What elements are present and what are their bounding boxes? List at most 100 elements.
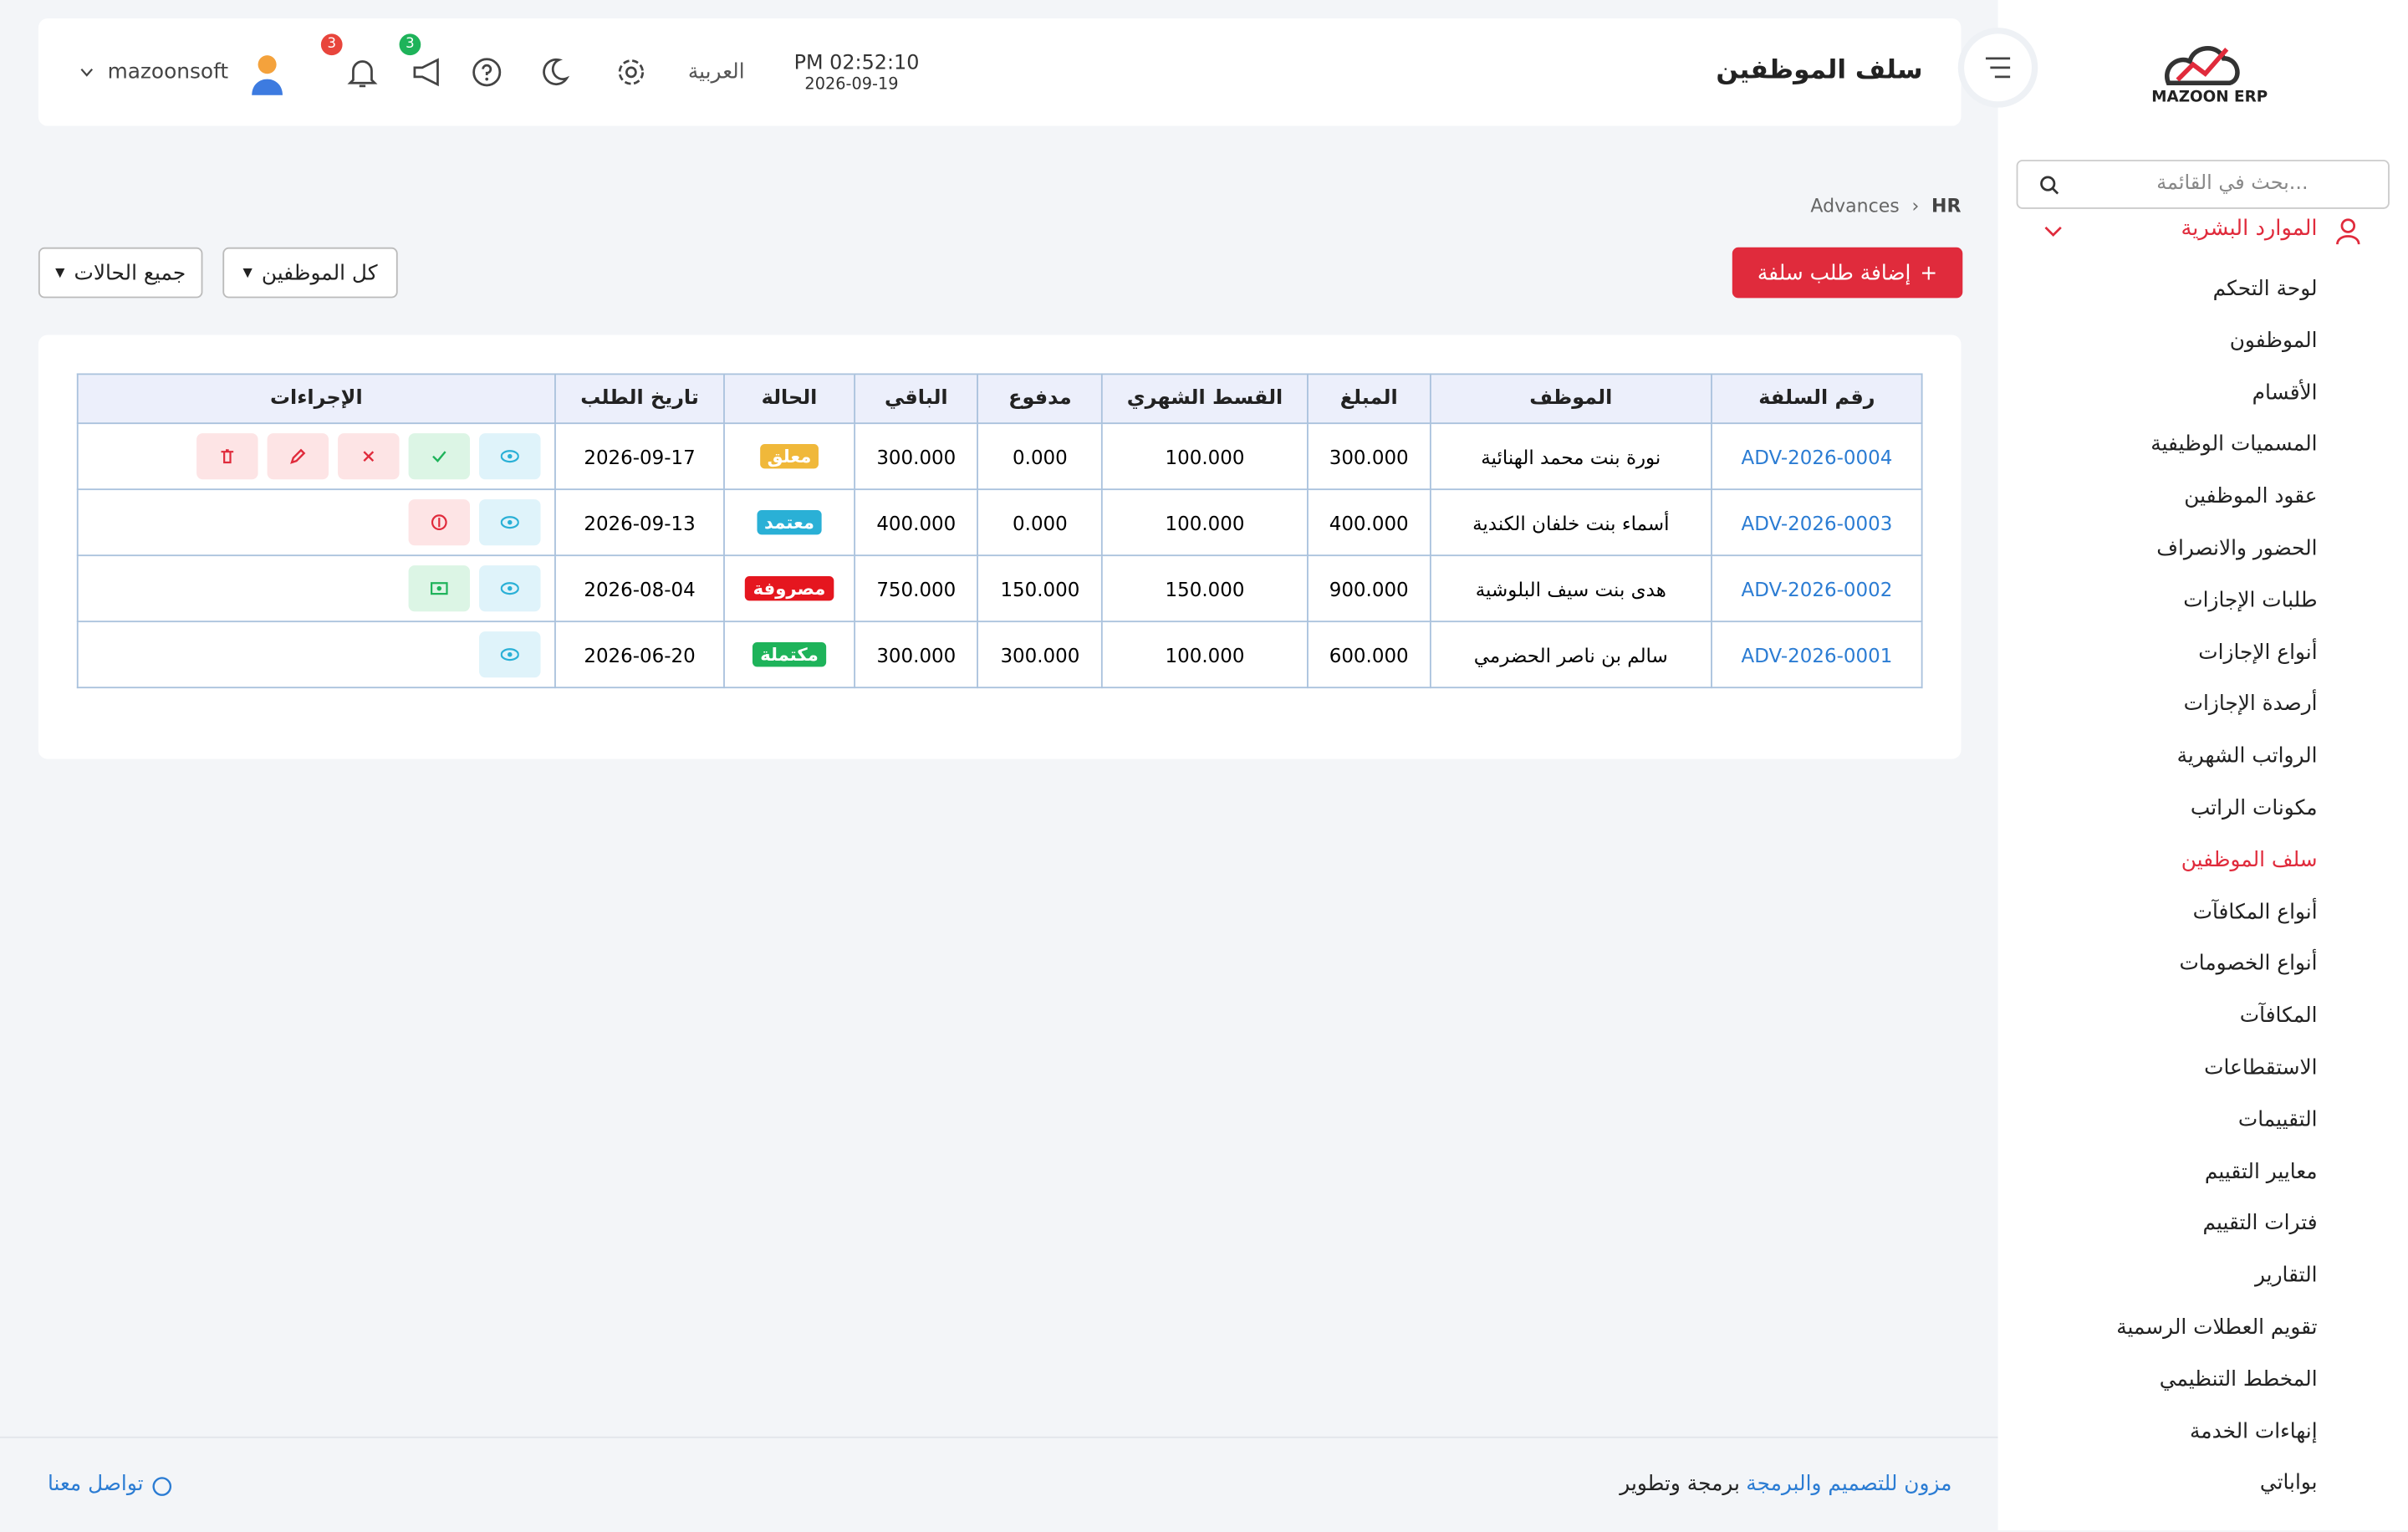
filter-label: جميع الحالات bbox=[74, 260, 186, 285]
table-cell: 100.000 bbox=[1101, 422, 1309, 491]
table-cell: ADV-2026-0003 bbox=[1711, 488, 1923, 557]
menu-item[interactable]: الرواتب الشهرية bbox=[2176, 743, 2318, 769]
menu-item[interactable]: الاستقطاعات bbox=[2204, 1055, 2318, 1080]
action-pay[interactable] bbox=[408, 499, 470, 546]
notification-icon[interactable] bbox=[347, 57, 378, 90]
user-name[interactable]: mazoonsoft bbox=[107, 59, 229, 85]
cell-text: 2026-08-04 bbox=[584, 576, 696, 600]
contact-link[interactable]: تواصل معنا bbox=[48, 1472, 173, 1497]
settings-icon[interactable] bbox=[616, 57, 647, 88]
actions-cell bbox=[76, 422, 556, 491]
menu-item[interactable]: إنهاءات الخدمة bbox=[2189, 1418, 2318, 1444]
menu-item[interactable]: الموظفون bbox=[2229, 328, 2318, 354]
action-icon bbox=[500, 582, 519, 595]
action-view[interactable] bbox=[478, 433, 541, 480]
menu-item[interactable]: التقييمات bbox=[2237, 1107, 2318, 1132]
menu-item[interactable]: المخطط التنظيمي bbox=[2159, 1366, 2318, 1392]
action-view[interactable] bbox=[478, 565, 541, 612]
column-header: الإجراءات bbox=[76, 373, 556, 425]
menu-toggle[interactable] bbox=[1964, 33, 2032, 102]
menu-item[interactable]: التقارير bbox=[2254, 1263, 2318, 1289]
logo-text: MAZOON ERP bbox=[2151, 89, 2268, 106]
menu-item[interactable]: أرصدة الإجازات bbox=[2183, 692, 2318, 717]
menu-toggle-icon bbox=[1985, 57, 2011, 79]
action-view[interactable] bbox=[478, 631, 541, 678]
advance-id[interactable]: ADV-2026-0003 bbox=[1741, 510, 1893, 534]
credit-link[interactable]: مزون للتصميم والبرمجة bbox=[1746, 1472, 1952, 1497]
menu-item[interactable]: لوحة التحكم bbox=[2212, 276, 2318, 302]
menu-item[interactable]: طلبات الإجازات bbox=[2183, 588, 2318, 613]
cell-text: 300.000 bbox=[876, 444, 957, 468]
action-edit[interactable] bbox=[267, 433, 329, 480]
menu-item[interactable]: الحضور والانصراف bbox=[2156, 536, 2318, 561]
menu-item[interactable]: أنواع الإجازات bbox=[2198, 640, 2318, 665]
menu-item[interactable]: مكونات الراتب bbox=[2190, 795, 2318, 821]
actions-cell bbox=[76, 620, 556, 689]
action-icon bbox=[431, 514, 447, 531]
menu-item[interactable]: الأقسام bbox=[2252, 380, 2318, 406]
table-cell: ADV-2026-0004 bbox=[1711, 422, 1923, 491]
help-icon[interactable] bbox=[472, 57, 503, 88]
menu-section[interactable]: الموارد البشرية bbox=[2181, 217, 2318, 242]
cell-text: 100.000 bbox=[1165, 642, 1245, 666]
add-advance-button[interactable]: إضافة طلب سلفة + bbox=[1732, 247, 1963, 299]
advance-id[interactable]: ADV-2026-0001 bbox=[1741, 642, 1893, 666]
table-row: ADV-2026-0004 نورة بنت محمد الهنائية 300.0… bbox=[76, 422, 1923, 491]
cell-text: 900.000 bbox=[1329, 576, 1409, 600]
menu-item[interactable]: معايير التقييم bbox=[2204, 1159, 2318, 1184]
column-header: المبلغ bbox=[1307, 373, 1431, 425]
cell-text: 100.000 bbox=[1165, 510, 1245, 534]
column-header: الموظف bbox=[1429, 373, 1713, 425]
breadcrumb-item[interactable]: HR bbox=[1931, 195, 1962, 217]
employee-filter[interactable]: ▼ كل الموظفين bbox=[222, 247, 398, 299]
table-cell: 300.000 bbox=[1307, 422, 1431, 491]
cell-text: سالم بن ناصر الحضرمي bbox=[1473, 642, 1668, 666]
cell-text: 2026-09-13 bbox=[584, 510, 696, 534]
cell-text: 400.000 bbox=[876, 510, 957, 534]
language-switch[interactable]: العربية bbox=[687, 59, 745, 85]
column-header: مدفوع bbox=[977, 373, 1103, 425]
action-icon bbox=[363, 451, 375, 462]
action-cash[interactable] bbox=[408, 565, 470, 612]
avatar[interactable] bbox=[247, 52, 288, 95]
table-cell: 600.000 bbox=[1307, 620, 1431, 689]
status-filter[interactable]: ▼ جميع الحالات bbox=[38, 247, 203, 299]
table-cell: 100.000 bbox=[1101, 488, 1309, 557]
table-card: رقم السلفة الموظف المبلغ القسط الشهري مدفوع ا… bbox=[38, 334, 1962, 759]
clock-date: 2026-09-19 bbox=[804, 75, 899, 94]
advance-id[interactable]: ADV-2026-0004 bbox=[1741, 444, 1893, 468]
menu-item[interactable]: سلف الموظفين bbox=[2181, 847, 2318, 873]
menu-item[interactable]: تقويم العطلات الرسمية bbox=[2116, 1315, 2318, 1340]
action-icon bbox=[500, 516, 519, 529]
breadcrumb-item[interactable]: Advances bbox=[1810, 195, 1900, 217]
action-approve[interactable] bbox=[408, 433, 470, 480]
status-badge: معلق bbox=[759, 443, 819, 469]
table-cell: 2026-09-17 bbox=[554, 422, 726, 491]
advance-id[interactable]: ADV-2026-0002 bbox=[1741, 576, 1893, 600]
search-box[interactable]: بحث في القائمة... bbox=[2016, 160, 2390, 209]
announcement-icon[interactable] bbox=[411, 57, 445, 88]
action-view[interactable] bbox=[478, 499, 541, 546]
action-del[interactable] bbox=[196, 433, 258, 480]
menu-item[interactable]: فترات التقييم bbox=[2202, 1211, 2318, 1236]
menu-item[interactable]: المسميات الوظيفية bbox=[2150, 432, 2318, 457]
clock-time: PM 02:52:10 bbox=[793, 52, 920, 76]
cell-text: 2026-09-17 bbox=[584, 444, 696, 468]
menu-item[interactable]: أنواع الخصومات bbox=[2179, 952, 2318, 977]
menu-item[interactable]: أنواع المكافآت bbox=[2192, 899, 2318, 925]
menu-item[interactable]: المكافآت bbox=[2239, 1003, 2318, 1029]
cell-text: 150.000 bbox=[1165, 576, 1245, 600]
dark-mode-icon[interactable] bbox=[539, 57, 570, 88]
column-header: رقم السلفة bbox=[1711, 373, 1923, 425]
menu-item[interactable]: عقود الموظفين bbox=[2184, 484, 2318, 509]
announcement-badge: 3 bbox=[399, 33, 421, 56]
table-row: ADV-2026-0001 سالم بن ناصر الحضرمي 600.000… bbox=[76, 620, 1923, 689]
footer: برمجة وتطوير مزون للتصميم والبرمجة تواصل … bbox=[0, 1436, 1998, 1532]
cell-text: 750.000 bbox=[876, 576, 957, 600]
action-reject[interactable] bbox=[338, 433, 400, 480]
search-placeholder: بحث في القائمة... bbox=[2156, 171, 2309, 196]
action-icon bbox=[430, 582, 448, 595]
menu-item[interactable]: بواباتي bbox=[2259, 1471, 2318, 1496]
cell-text: أسماء بنت خلفان الكندية bbox=[1472, 510, 1670, 534]
